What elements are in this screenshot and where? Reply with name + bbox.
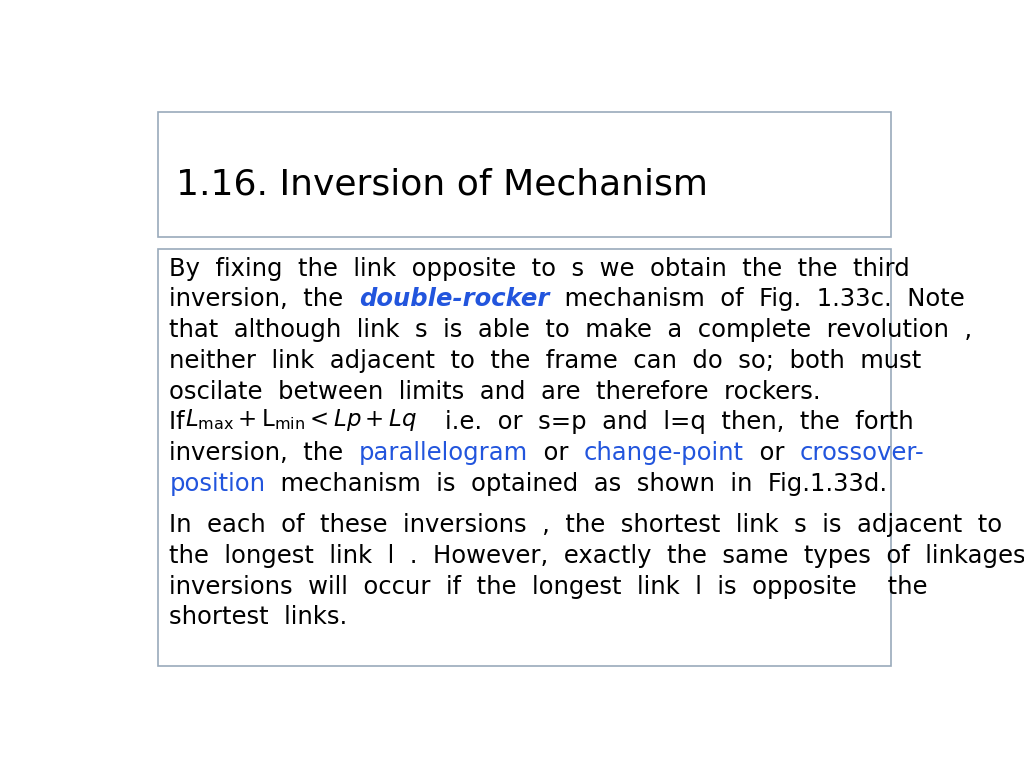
Text: parallelogram: parallelogram (358, 441, 528, 465)
Text: or: or (528, 441, 584, 465)
Text: mechanism  of  Fig.  1.33c.  Note: mechanism of Fig. 1.33c. Note (549, 287, 965, 311)
Text: inversions  will  occur  if  the  longest  link  l  is  opposite    the: inversions will occur if the longest lin… (169, 574, 928, 599)
Text: position: position (169, 472, 265, 496)
Text: crossover-: crossover- (800, 441, 925, 465)
Text: i.e.  or  s=p  and  l=q  then,  the  forth: i.e. or s=p and l=q then, the forth (445, 410, 914, 435)
Text: $L_{\mathrm{max}}+\mathrm{L}_{\mathrm{min}} < \mathit{Lp}+\mathit{Lq}$: $L_{\mathrm{max}}+\mathrm{L}_{\mathrm{mi… (185, 407, 417, 433)
Text: inversion,  the: inversion, the (169, 287, 358, 311)
Text: shortest  links.: shortest links. (169, 605, 347, 630)
Text: If: If (169, 410, 201, 435)
FancyBboxPatch shape (158, 111, 892, 237)
Text: mechanism  is  optained  as  shown  in  Fig.1.33d.: mechanism is optained as shown in Fig.1.… (265, 472, 888, 496)
Text: inversion,  the: inversion, the (169, 441, 358, 465)
FancyBboxPatch shape (158, 249, 892, 666)
Text: change-point: change-point (584, 441, 744, 465)
Text: that  although  link  s  is  able  to  make  a  complete  revolution  ,: that although link s is able to make a c… (169, 318, 973, 342)
Text: or: or (744, 441, 800, 465)
Text: By  fixing  the  link  opposite  to  s  we  obtain  the  the  third: By fixing the link opposite to s we obta… (169, 257, 910, 280)
Text: 1.16. Inversion of Mechanism: 1.16. Inversion of Mechanism (176, 167, 708, 201)
Text: the  longest  link  l  .  However,  exactly  the  same  types  of  linkages: the longest link l . However, exactly th… (169, 544, 1024, 568)
Text: oscilate  between  limits  and  are  therefore  rockers.: oscilate between limits and are therefor… (169, 379, 821, 403)
Text: In  each  of  these  inversions  ,  the  shortest  link  s  is  adjacent  to: In each of these inversions , the shorte… (169, 513, 1002, 537)
Text: neither  link  adjacent  to  the  frame  can  do  so;  both  must: neither link adjacent to the frame can d… (169, 349, 922, 372)
Text: double-rocker: double-rocker (358, 287, 549, 311)
